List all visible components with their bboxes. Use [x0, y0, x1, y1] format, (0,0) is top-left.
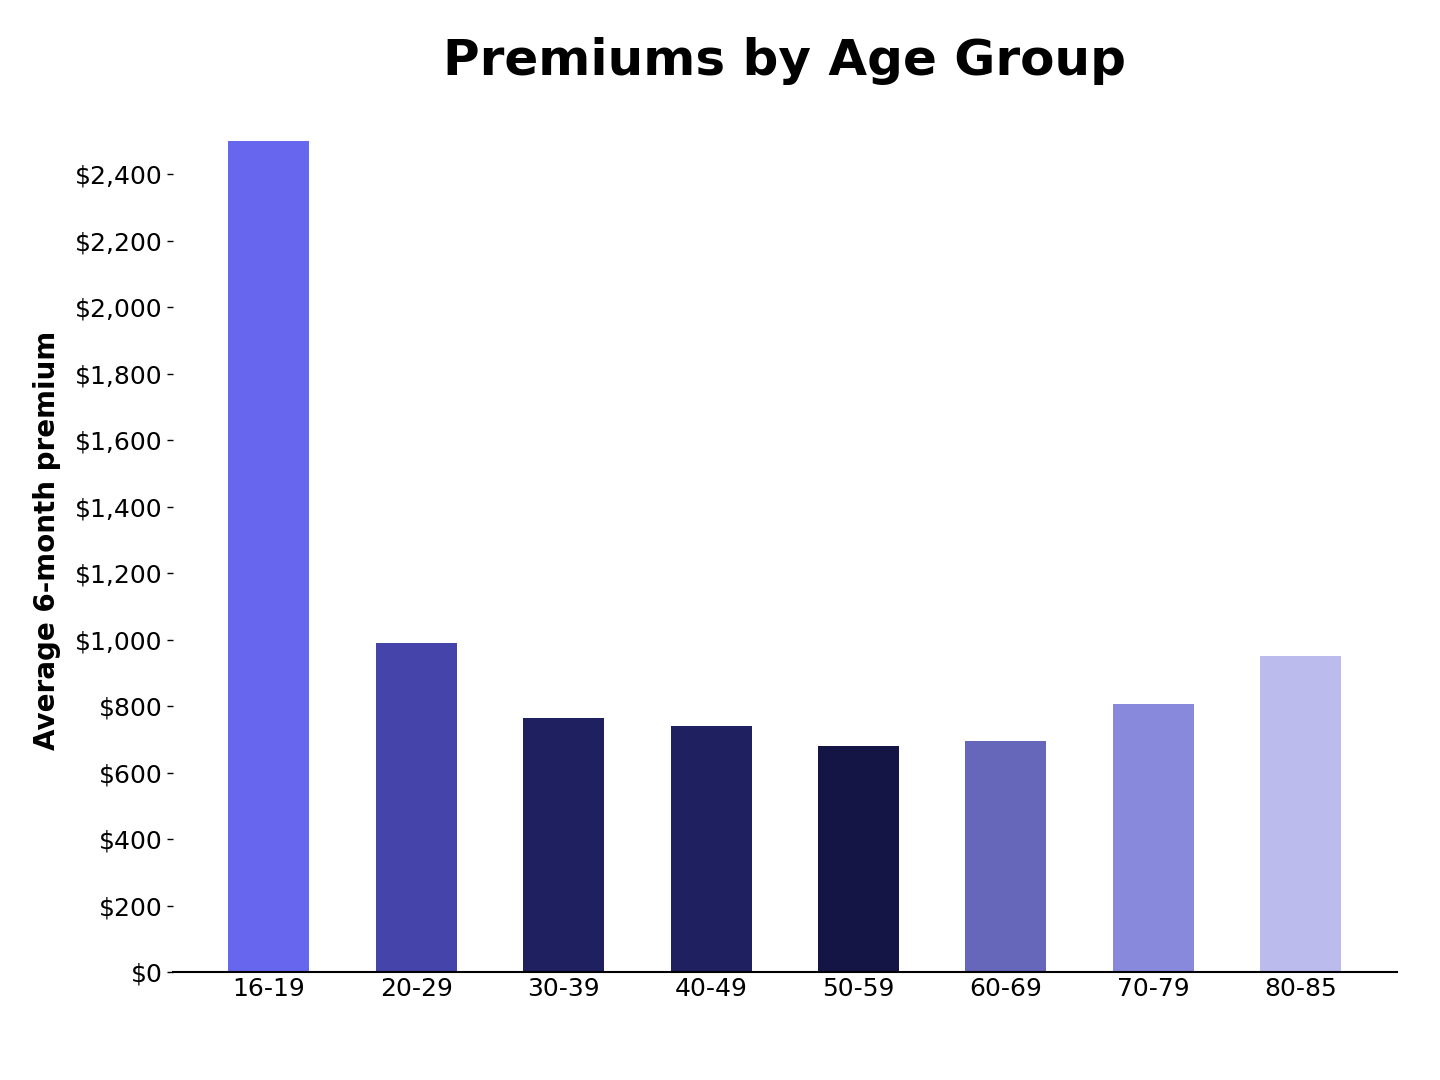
- Bar: [818, 746, 899, 972]
- Bar: [376, 643, 456, 972]
- Bar: [523, 718, 605, 972]
- Bar: [671, 726, 752, 972]
- Y-axis label: Average 6-month premium: Average 6-month premium: [33, 330, 60, 750]
- Bar: [1113, 704, 1194, 972]
- Title: Premiums by Age Group: Premiums by Age Group: [444, 37, 1126, 84]
- Bar: [229, 141, 310, 972]
- Bar: [1260, 657, 1341, 972]
- Bar: [965, 741, 1047, 972]
